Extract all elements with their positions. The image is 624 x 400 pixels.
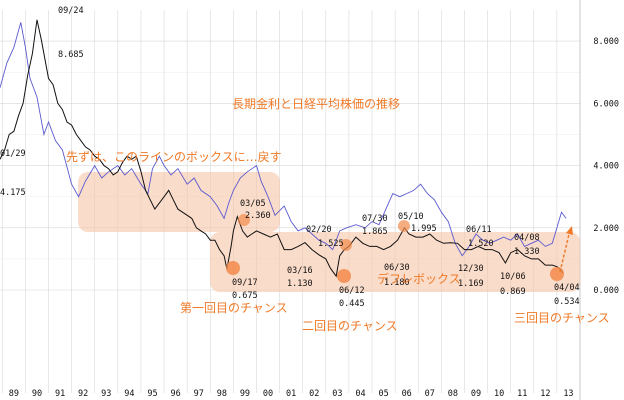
x-tick-label: 06 (402, 389, 412, 399)
x-tick-label: 01 (286, 389, 296, 399)
x-tick-label: 94 (124, 389, 134, 399)
point-label-value: 0.869 (500, 287, 526, 297)
point-label-date: 09/24 (58, 6, 84, 16)
point-label-date: 10/06 (500, 272, 526, 282)
point-label-value: 1.865 (362, 227, 388, 237)
point-label-value: 2.360 (245, 211, 271, 221)
highlight-boxes (78, 172, 580, 292)
x-tick-label: 91 (55, 389, 65, 399)
y-tick-label: 4.000 (593, 162, 619, 172)
point-label-date: 03/16 (287, 266, 313, 276)
point-label-date: 09/17 (232, 278, 258, 288)
chance-marker-3 (550, 267, 564, 281)
point-label-date: 02/20 (306, 225, 332, 235)
chart-title: 長期金利と日経平均株価の推移 (232, 96, 400, 111)
x-tick-label: 11 (517, 389, 527, 399)
x-tick-label: 95 (147, 389, 157, 399)
point-label-date: 05/10 (398, 212, 424, 222)
marker-upper-3 (398, 220, 410, 232)
point-labels: 09/24 8.685 01/29 4.175 03/05 2.360 09/17 0.675… (0, 6, 580, 309)
point-label-value: 1.330 (514, 247, 540, 257)
point-label-value: 4.175 (0, 188, 26, 198)
point-label-value: 1.169 (458, 279, 484, 289)
point-label-date: 01/29 (0, 149, 26, 159)
x-tick-label: 90 (32, 389, 42, 399)
point-label-date: 07/30 (362, 214, 388, 224)
chance-marker-2 (337, 269, 351, 283)
marker-upper-1 (238, 214, 250, 226)
point-label-date: 06/12 (339, 286, 365, 296)
x-tick-label: 05 (378, 389, 388, 399)
deflation-box (210, 232, 580, 292)
projection-arrow (559, 229, 571, 273)
annotation-chance-3: 三回目のチャンス (514, 311, 610, 325)
point-label-date: 04/04 (554, 283, 580, 293)
point-label-date: 06/30 (384, 263, 410, 273)
x-tick-label: 93 (101, 389, 111, 399)
x-tick-label: 12 (540, 389, 550, 399)
series-line (0, 19, 564, 278)
point-label-value: 0.675 (232, 291, 258, 301)
x-tick-label: 96 (170, 389, 180, 399)
point-label-value: 1.995 (411, 224, 437, 234)
x-tick-label: 97 (194, 389, 204, 399)
point-label-date: 04/08 (514, 233, 540, 243)
point-label-value: 0.534 (554, 297, 580, 307)
point-label-value: 1.180 (384, 278, 410, 288)
annotation-deflation-box: デフレボックス (377, 271, 461, 286)
annotation-return-line: 先ずは、このラインのボックスに…戻す (66, 150, 282, 164)
x-tick-label: 89 (9, 389, 19, 399)
point-label-value: 1.130 (287, 279, 313, 289)
upper-box (78, 172, 280, 232)
x-tick-label: 99 (240, 389, 250, 399)
x-tick-label: 07 (425, 389, 435, 399)
point-label-date: 12/30 (458, 264, 484, 274)
y-tick-label: 2.000 (593, 224, 619, 234)
x-tick-label: 98 (217, 389, 227, 399)
x-tick-label: 08 (448, 389, 458, 399)
x-tick-label: 00 (263, 389, 273, 399)
y-ticks: 8.000 6.000 4.000 2.000 0.000 (593, 37, 619, 296)
y-tick-label: 0.000 (593, 286, 619, 296)
x-tick-label: 09 (471, 389, 481, 399)
x-ticks: 89 90 91 92 93 94 95 96 97 98 99 00 01 02 03 04 05 06 07 08… (9, 389, 574, 399)
x-tick-label: 04 (355, 389, 365, 399)
point-label-value: 0.445 (339, 299, 365, 309)
series-layer (0, 19, 567, 278)
marker-upper-2 (340, 239, 352, 251)
chance-marker-1 (226, 261, 240, 275)
point-label-date: 03/05 (240, 199, 266, 209)
x-tick-label: 92 (78, 389, 88, 399)
y-tick-label: 6.000 (593, 99, 619, 109)
annotation-chance-1: 第一回目のチャンス (180, 301, 288, 315)
x-tick-label: 13 (563, 389, 573, 399)
point-label-date: 06/11 (466, 225, 492, 235)
point-label-value: 8.685 (58, 50, 84, 60)
y-tick-label: 8.000 (593, 37, 619, 47)
x-tick-label: 03 (332, 389, 342, 399)
point-label-value: 1.520 (468, 239, 494, 249)
x-tick-label: 02 (309, 389, 319, 399)
x-tick-label: 10 (494, 389, 504, 399)
series-line (0, 22, 567, 257)
annotation-chance-2: 二回目のチャンス (302, 319, 398, 333)
point-label-value: 1.525 (318, 239, 344, 249)
projection-arrow-head (566, 226, 573, 235)
